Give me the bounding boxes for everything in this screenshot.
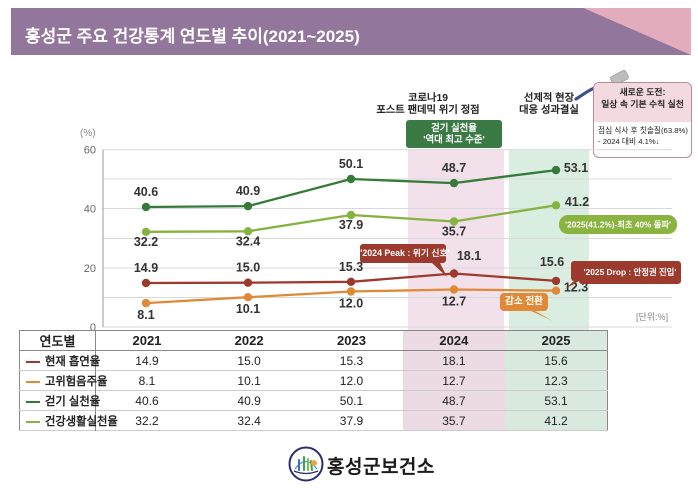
svg-text:8.1: 8.1: [137, 308, 154, 322]
svg-text:50.1: 50.1: [339, 157, 363, 171]
svg-text:'2024 Peak : 위기 신호': '2024 Peak : 위기 신호': [360, 247, 449, 258]
svg-text:'2025(41.2%)-최초 40% 돌파': '2025(41.2%)-최초 40% 돌파': [565, 220, 671, 230]
svg-text:40.9: 40.9: [236, 184, 260, 198]
svg-text:0: 0: [90, 322, 96, 330]
svg-text:40.6: 40.6: [134, 185, 158, 199]
svg-text:15.3: 15.3: [339, 260, 363, 274]
svg-text:'2025 Drop : 안정권 진입': '2025 Drop : 안정권 진입': [584, 267, 677, 277]
svg-text:20: 20: [84, 263, 96, 275]
svg-text:대응 성과결실: 대응 성과결실: [519, 103, 579, 116]
svg-text:10.1: 10.1: [236, 302, 260, 316]
svg-text:'역대 최고 수준': '역대 최고 수준': [423, 134, 484, 145]
svg-text:15.0: 15.0: [236, 261, 260, 275]
svg-text:선제적 현장: 선제적 현장: [524, 91, 575, 104]
svg-text:60: 60: [84, 145, 96, 157]
svg-text:40: 40: [84, 203, 96, 215]
svg-text:15.6: 15.6: [540, 255, 564, 269]
svg-text:18.1: 18.1: [457, 249, 481, 263]
svg-text:14.9: 14.9: [134, 261, 158, 275]
svg-text:[단위:%]: [단위:%]: [636, 312, 668, 322]
svg-text:걷기 실천율: 걷기 실천율: [431, 122, 477, 133]
svg-text:12.0: 12.0: [339, 297, 363, 311]
svg-text:12.7: 12.7: [442, 295, 466, 309]
svg-text:코로나19: 코로나19: [408, 91, 448, 104]
svg-text:35.7: 35.7: [442, 225, 466, 239]
svg-text:41.2: 41.2: [565, 195, 589, 209]
svg-text:32.2: 32.2: [134, 235, 158, 249]
svg-text:32.4: 32.4: [236, 234, 260, 248]
svg-text:포스트 팬데믹 위기 정점: 포스트 팬데믹 위기 정점: [376, 103, 479, 116]
svg-text:48.7: 48.7: [442, 161, 466, 175]
svg-text:53.1: 53.1: [564, 161, 588, 175]
svg-text:37.9: 37.9: [339, 218, 363, 232]
svg-text:(%): (%): [80, 128, 96, 139]
svg-text:감소 전환: 감소 전환: [505, 295, 543, 307]
